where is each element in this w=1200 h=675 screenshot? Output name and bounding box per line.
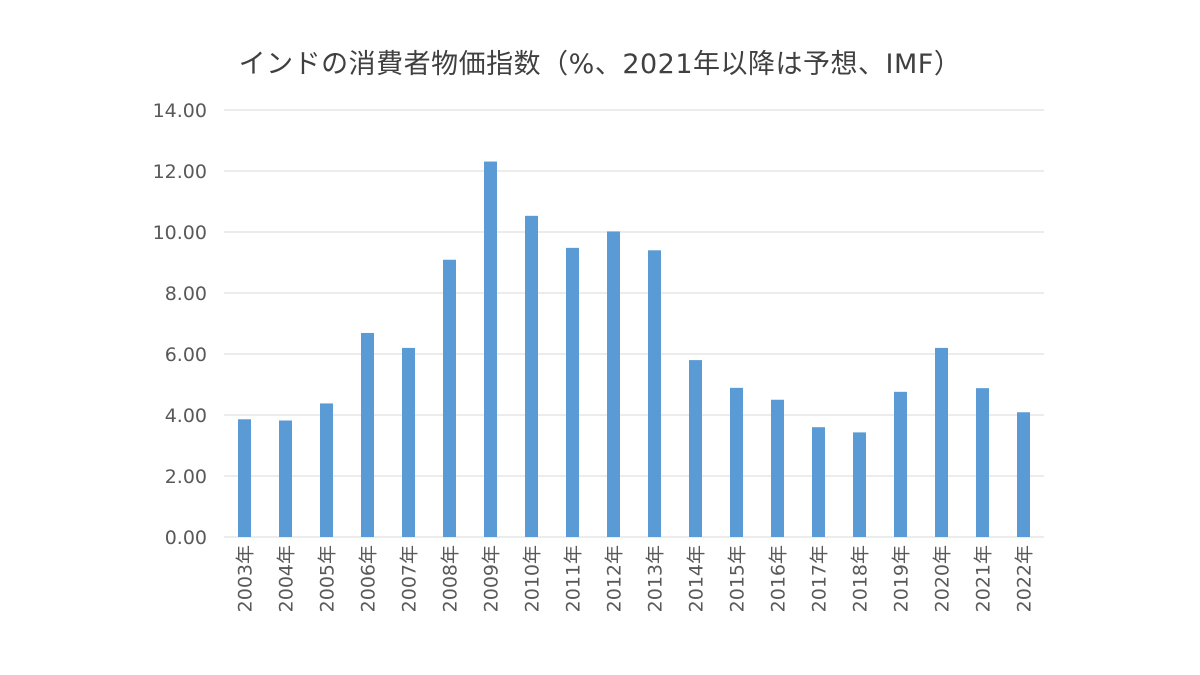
x-tick-label: 2009年 — [481, 545, 503, 612]
y-tick-label: 4.00 — [165, 405, 207, 427]
bar-2016年 — [771, 399, 784, 537]
y-axis-ticks: 0.00 2.00 4.00 6.00 8.00 10.00 12.00 14.00 — [153, 100, 207, 549]
x-tick-label: 2021年 — [973, 545, 995, 612]
x-tick-label: 2006年 — [358, 545, 380, 612]
x-tick-label: 2019年 — [891, 545, 913, 612]
bar-2015年 — [730, 387, 743, 537]
y-tick-label: 10.00 — [153, 222, 207, 244]
bar-2007年 — [402, 347, 415, 537]
chart-title: インドの消費者物価指数（%、2021年以降は予想、IMF） — [238, 49, 962, 80]
y-tick-label: 6.00 — [165, 344, 207, 366]
x-tick-label: 2011年 — [563, 545, 585, 612]
x-tick-label: 2014年 — [686, 545, 708, 612]
bar-2004年 — [279, 420, 292, 537]
bar-2017年 — [812, 427, 825, 537]
x-tick-label: 2018年 — [850, 545, 872, 612]
bar-2005年 — [320, 403, 333, 537]
x-tick-label: 2010年 — [522, 545, 544, 612]
bar-2018年 — [853, 432, 866, 537]
x-tick-label: 2005年 — [317, 545, 339, 612]
x-tick-label: 2017年 — [809, 545, 831, 612]
bar-2020年 — [935, 347, 948, 537]
y-tick-label: 0.00 — [165, 527, 207, 549]
bar-2010年 — [525, 215, 538, 537]
x-tick-label: 2016年 — [768, 545, 790, 612]
x-tick-label: 2015年 — [727, 545, 749, 612]
bar-2019年 — [894, 391, 907, 537]
bar-2021年 — [976, 388, 989, 537]
y-tick-label: 8.00 — [165, 283, 207, 305]
x-tick-label: 2003年 — [235, 545, 257, 612]
gridlines — [224, 109, 1044, 538]
bars — [238, 161, 1030, 538]
x-tick-label: 2007年 — [399, 545, 421, 612]
x-tick-label: 2020年 — [932, 545, 954, 612]
x-axis-ticks: 2003年 2004年 2005年 2006年 2007年 2008年 2009年 2010年… — [235, 545, 1036, 612]
bar-2008年 — [443, 259, 456, 537]
bar-2003年 — [238, 419, 251, 537]
bar-2012年 — [607, 231, 620, 537]
bar-2014年 — [689, 360, 702, 537]
y-tick-label: 14.00 — [153, 100, 207, 122]
bar-2011年 — [566, 247, 579, 538]
x-tick-label: 2004年 — [276, 545, 298, 612]
x-tick-label: 2008年 — [440, 545, 462, 612]
bar-2013年 — [648, 250, 661, 538]
bar-2009年 — [484, 161, 497, 538]
x-tick-label: 2022年 — [1014, 545, 1036, 612]
bar-2006年 — [361, 332, 374, 537]
y-tick-label: 12.00 — [153, 161, 207, 183]
bar-2022年 — [1017, 412, 1030, 537]
x-tick-label: 2012年 — [604, 545, 626, 612]
x-tick-label: 2013年 — [645, 545, 667, 612]
y-tick-label: 2.00 — [165, 466, 207, 488]
